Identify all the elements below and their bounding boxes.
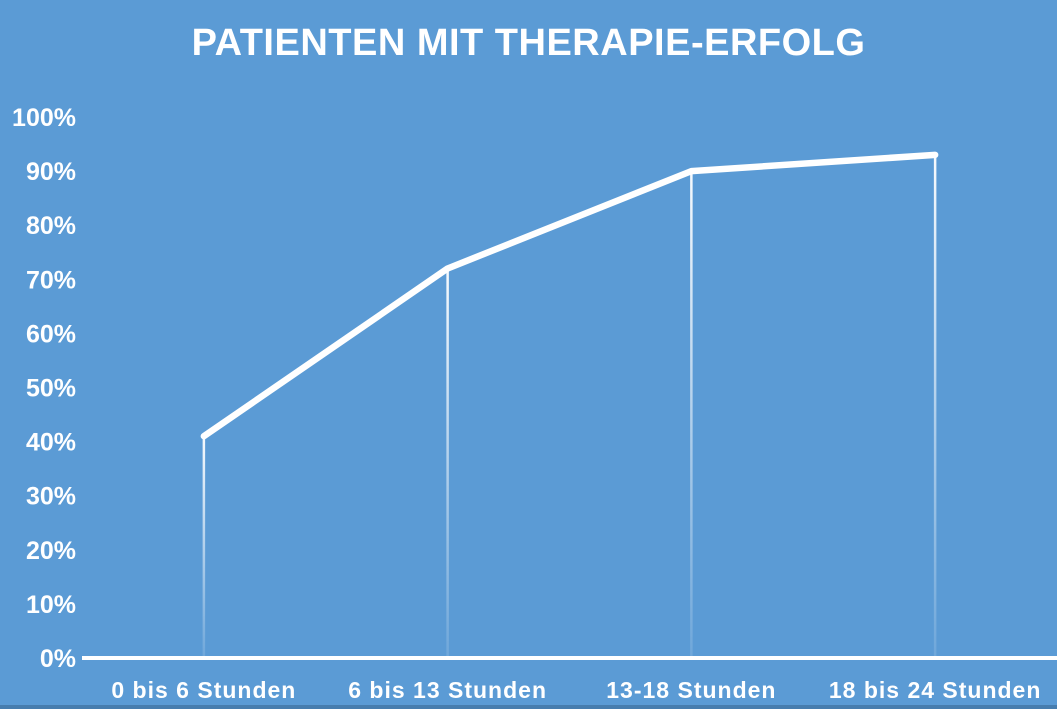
x-axis-category-label: 6 bis 13 Stunden xyxy=(348,677,547,703)
y-axis-tick-label: 50% xyxy=(26,375,76,403)
y-axis-tick-label: 20% xyxy=(26,537,76,565)
y-axis-tick-label: 10% xyxy=(26,591,76,619)
x-axis-category-label: 0 bis 6 Stunden xyxy=(111,677,296,703)
y-axis-tick-label: 100% xyxy=(12,104,76,132)
x-axis-category-label: 18 bis 24 Stunden xyxy=(829,677,1042,703)
y-axis-tick-label: 40% xyxy=(26,429,76,457)
x-axis-category-label: 13-18 Stunden xyxy=(606,677,776,703)
y-axis-tick-label: 0% xyxy=(40,645,76,673)
y-axis-tick-label: 60% xyxy=(26,320,76,348)
y-axis-tick-label: 70% xyxy=(26,266,76,294)
y-axis-tick-label: 30% xyxy=(26,483,76,511)
slide-bottom-edge xyxy=(0,705,1057,709)
y-axis-tick-label: 80% xyxy=(26,212,76,240)
chart-title: PATIENTEN MIT THERAPIE-ERFOLG xyxy=(191,22,866,64)
series-line xyxy=(200,151,939,440)
y-axis-tick-label: 90% xyxy=(26,158,76,186)
